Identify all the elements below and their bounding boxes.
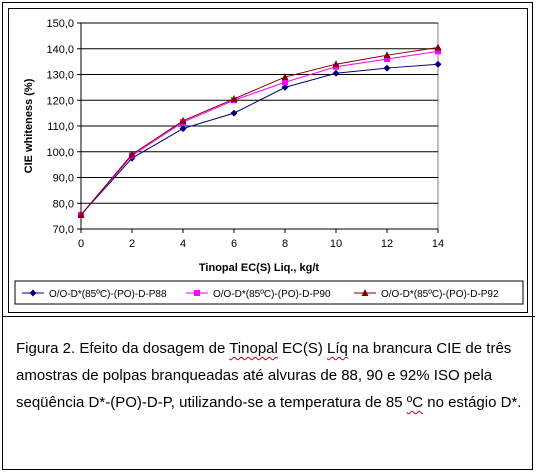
y-tick-label: 80,0 [53, 198, 74, 210]
data-point [230, 94, 238, 102]
data-point [282, 79, 288, 86]
data-point [128, 150, 136, 158]
figure-caption: Figura 2. Efeito da dosagem de Tinopal E… [16, 335, 530, 416]
y-tick-label: 140,0 [46, 44, 74, 56]
legend: O/O-D*(85ºC)-(PO)-D-P88 O/O-D*(85ºC)-(PO)… [22, 289, 499, 300]
x-tick-label: 2 [129, 238, 135, 250]
data-point [77, 210, 85, 218]
y-tick-label: 120,0 [46, 95, 74, 107]
x-axis-title: Tinopal EC(S) Liq., kg/t [199, 262, 320, 274]
x-tick-label: 4 [180, 238, 186, 250]
legend-marker [361, 289, 369, 296]
legend-item-1: O/O-D*(85ºC)-(PO)-D-P88 [22, 289, 167, 300]
series-line [80, 50, 439, 216]
caption-suffix: no estágio D*. [423, 394, 522, 411]
figure-frame [2, 2, 533, 470]
data-point [281, 73, 289, 81]
whiteness-chart: 70,0 80,0 90,0 100,0 110,0 120,0 130,0 140,0 150… [14, 18, 524, 305]
data-point [179, 125, 187, 133]
legend-item-3: O/O-D*(85ºC)-(PO)-D-P92 [354, 289, 499, 300]
data-point [332, 69, 340, 77]
legend-label: O/O-D*(85ºC)-(PO)-D-P92 [381, 289, 499, 300]
x-tick-label: 14 [432, 238, 444, 250]
data-point [384, 56, 390, 63]
legend-label: O/O-D*(85ºC)-(PO)-D-P88 [49, 289, 167, 300]
y-tick-label: 110,0 [47, 121, 74, 133]
y-tick-label: 130,0 [46, 70, 74, 82]
data-series [77, 43, 442, 219]
caption-word-liq: Líq [327, 340, 348, 357]
data-point [434, 60, 442, 68]
data-point [434, 43, 442, 51]
legend-box [14, 280, 524, 305]
y-tick-label: 100,0 [46, 147, 74, 159]
y-tick-labels: 70,0 80,0 90,0 100,0 110,0 120,0 130,0 140,0 150… [46, 18, 74, 236]
series-3 [77, 43, 442, 218]
caption-divider [2, 316, 535, 317]
data-point [281, 83, 289, 91]
x-tick-label: 8 [282, 238, 288, 250]
x-tick-label: 6 [231, 238, 237, 250]
legend-marker [194, 290, 200, 296]
gridlines [81, 22, 438, 204]
data-point [230, 109, 238, 117]
data-point [383, 51, 391, 59]
caption-word-celsius: ºC [406, 394, 424, 411]
x-tick-label: 0 [78, 238, 84, 250]
y-axis-title: CIE whiteness (%) [23, 78, 35, 173]
caption-prefix: Figura 2. Efeito da dosagem de [16, 340, 230, 357]
x-tick-label: 10 [330, 238, 342, 250]
series-line [80, 46, 439, 216]
legend-label: O/O-D*(85ºC)-(PO)-D-P90 [213, 289, 331, 300]
axes [77, 22, 439, 233]
x-tick-label: 12 [381, 238, 393, 250]
y-tick-label: 90,0 [53, 173, 74, 185]
data-point [383, 64, 391, 72]
data-point [435, 48, 441, 55]
x-tick-labels: 0 2 4 6 8 10 12 14 [78, 238, 444, 250]
legend-marker [29, 289, 37, 297]
y-tick-label: 70,0 [53, 224, 74, 236]
caption-word-tinopal: Tinopal [229, 340, 278, 357]
legend-item-2: O/O-D*(85ºC)-(PO)-D-P90 [186, 289, 331, 300]
caption-mid2: na brancura CIE de três amostras de polp… [16, 340, 512, 411]
caption-mid1: EC(S) [277, 340, 328, 357]
y-tick-label: 150,0 [46, 18, 74, 30]
series-line [80, 63, 439, 216]
data-point [332, 60, 340, 68]
data-point [179, 116, 187, 124]
